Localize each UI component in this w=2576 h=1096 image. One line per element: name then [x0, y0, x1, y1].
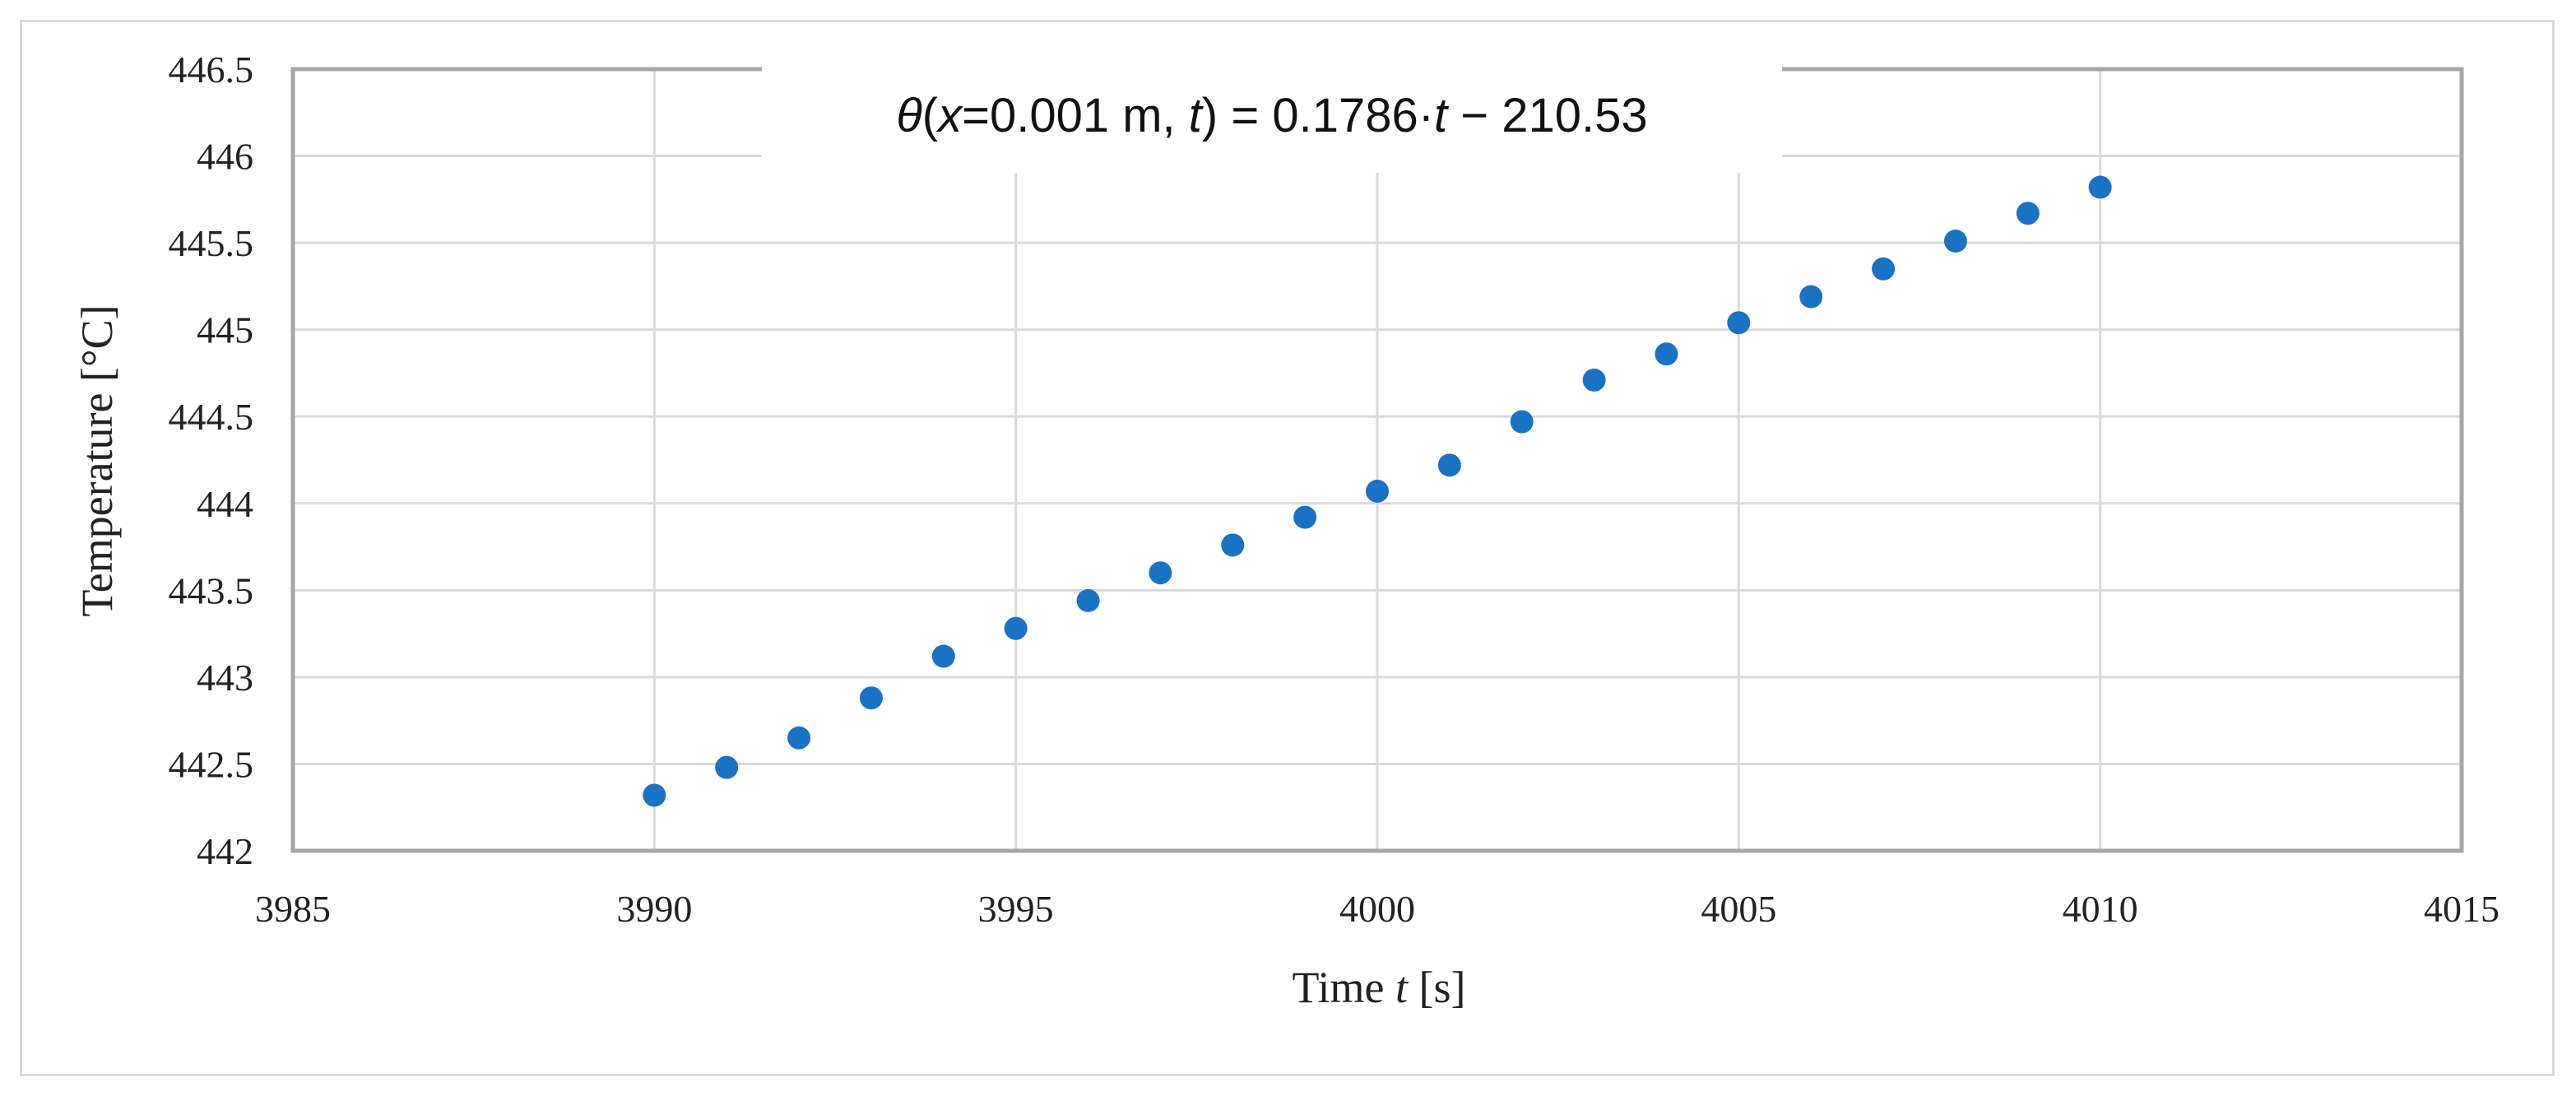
equation-tail: − 210.53 — [1447, 89, 1648, 142]
x-tick-label: 4010 — [2063, 888, 2138, 930]
data-point — [1727, 311, 1751, 335]
y-tick-label: 444.5 — [169, 396, 254, 438]
equation-t2: t — [1434, 89, 1450, 142]
data-point — [1293, 505, 1317, 529]
data-point — [1149, 561, 1172, 585]
data-point — [1004, 616, 1028, 640]
data-point — [1076, 589, 1100, 612]
chart-frame — [20, 20, 2555, 1076]
data-point — [1872, 257, 1896, 281]
data-point — [1221, 533, 1245, 557]
y-tick-label: 444 — [197, 483, 253, 525]
data-point — [1582, 368, 1606, 392]
x-axis-title-suffix: [s] — [1408, 963, 1465, 1012]
y-tick-label: 443.5 — [169, 569, 254, 611]
x-tick-label: 3990 — [616, 888, 692, 930]
x-tick-label: 3995 — [978, 888, 1054, 930]
y-tick-label: 442.5 — [169, 743, 254, 785]
x-axis-title-variable: t — [1395, 963, 1409, 1012]
data-point — [2088, 175, 2112, 199]
equation-x-value: =0.001 m, — [962, 89, 1189, 142]
y-axis-title: Temperature [°C] — [72, 304, 122, 616]
y-tick-label: 445.5 — [169, 222, 254, 264]
trendline-equation: θ(x=0.001 m, t) = 0.1786·t − 210.53 — [896, 89, 1647, 142]
x-tick-label: 4000 — [1339, 888, 1415, 930]
data-point — [643, 783, 666, 807]
y-tick-label: 446 — [197, 136, 253, 178]
y-tick-label: 446.5 — [169, 49, 254, 91]
data-point — [1366, 480, 1389, 503]
equation-background — [762, 58, 1782, 173]
data-point — [859, 686, 883, 710]
grid — [293, 69, 2462, 851]
y-tick-label: 443 — [197, 657, 253, 699]
equation-mid: ) = 0.1786· — [1202, 89, 1434, 142]
x-axis-title-prefix: Time — [1292, 963, 1395, 1012]
x-tick-label: 3985 — [255, 888, 331, 930]
data-point — [787, 726, 811, 750]
equation-theta: θ — [896, 89, 921, 142]
data-point — [931, 644, 955, 668]
equation-t: t — [1189, 89, 1204, 142]
data-point — [1799, 285, 1823, 309]
data-point — [1510, 410, 1534, 434]
data-points — [643, 175, 2112, 807]
x-tick-label: 4005 — [1701, 888, 1776, 930]
data-point — [2016, 202, 2040, 225]
equation-open: ( — [922, 89, 938, 142]
data-point — [1655, 342, 1678, 366]
x-tick-label: 4015 — [2424, 888, 2499, 930]
y-tick-label: 442 — [197, 830, 253, 872]
tick-labels: 3985 3990 3995 4000 4005 4010 4015 442 442.5 443 4… — [169, 49, 2500, 930]
y-tick-label: 445 — [197, 309, 253, 351]
x-axis-title: Time t [s] — [1292, 963, 1465, 1012]
data-point — [715, 755, 739, 779]
data-point — [1943, 230, 1967, 253]
data-point — [1437, 453, 1461, 477]
equation-x: x — [935, 89, 963, 142]
